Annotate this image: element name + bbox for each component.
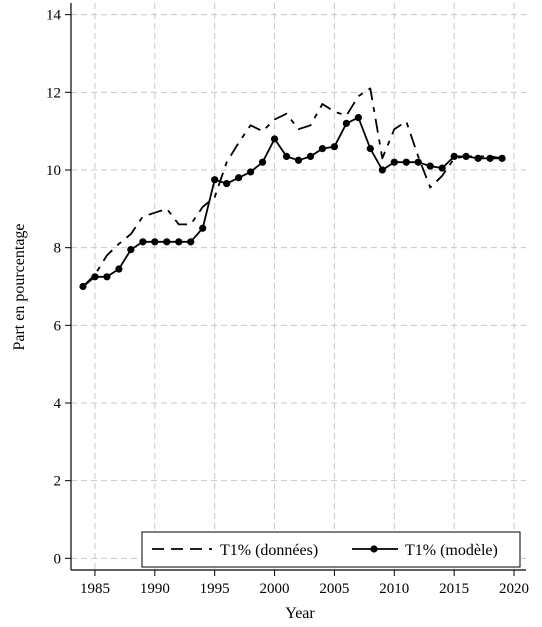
x-tick-label: 1985 bbox=[80, 581, 110, 597]
data-point-modele bbox=[498, 154, 506, 162]
series-line-donnees bbox=[82, 87, 503, 288]
x-tick-label: 2000 bbox=[260, 581, 290, 597]
data-point-modele bbox=[151, 238, 159, 246]
legend-marker-modele bbox=[370, 545, 378, 553]
data-point-modele bbox=[474, 154, 482, 162]
data-point-modele bbox=[223, 179, 231, 188]
data-point-modele bbox=[175, 238, 183, 246]
legend: T1% (données) T1% (modèle) bbox=[141, 531, 521, 568]
data-point-modele bbox=[139, 238, 147, 246]
legend-label-donnees: T1% (données) bbox=[220, 542, 318, 559]
data-point-modele bbox=[426, 162, 434, 170]
data-point-modele bbox=[115, 265, 123, 273]
data-point-modele bbox=[211, 176, 219, 184]
data-point-modele bbox=[402, 158, 410, 166]
data-point-modele bbox=[450, 152, 458, 161]
axes: 1985 1990 1995 2000 2005 2010 2015 2020 0 2 4 6 8 10 1… bbox=[46, 3, 529, 597]
y-tick-label: 4 bbox=[54, 396, 62, 412]
data-point-modele bbox=[306, 152, 315, 161]
data-point-modele bbox=[91, 273, 99, 281]
x-tick-label: 2010 bbox=[379, 581, 409, 597]
data-point-modele bbox=[163, 238, 171, 246]
data-point-modele bbox=[199, 224, 207, 232]
data-point-modele bbox=[438, 164, 446, 172]
x-tick-label: 1990 bbox=[140, 581, 170, 597]
legend-label-modele: T1% (modèle) bbox=[405, 542, 498, 559]
data-point-modele bbox=[378, 166, 386, 174]
y-tick-label: 10 bbox=[46, 163, 61, 179]
data-point-modele bbox=[270, 135, 279, 143]
legend-box bbox=[141, 531, 521, 568]
y-tick-label: 12 bbox=[46, 85, 61, 101]
data-point-modele bbox=[247, 168, 255, 176]
y-tick-label: 14 bbox=[46, 8, 62, 24]
data-point-modele bbox=[127, 246, 135, 254]
data-point-modele bbox=[486, 154, 494, 162]
y-tick-label: 8 bbox=[54, 241, 62, 257]
series-layer bbox=[79, 87, 506, 291]
data-point-modele bbox=[318, 145, 327, 153]
data-point-modele bbox=[79, 282, 87, 291]
data-point-modele bbox=[342, 119, 350, 127]
data-point-modele bbox=[390, 158, 398, 166]
data-point-modele bbox=[414, 158, 422, 166]
data-point-modele bbox=[462, 152, 470, 161]
data-point-modele bbox=[294, 156, 303, 164]
x-axis-title: Year bbox=[285, 605, 315, 622]
x-tick-label: 2020 bbox=[499, 581, 529, 597]
data-point-modele bbox=[103, 273, 111, 281]
x-tick-label: 1995 bbox=[200, 581, 230, 597]
data-point-modele bbox=[258, 158, 267, 166]
x-tick-label: 2005 bbox=[319, 581, 349, 597]
data-point-modele bbox=[330, 143, 339, 151]
y-tick-label: 0 bbox=[54, 551, 62, 567]
data-point-modele bbox=[354, 113, 362, 122]
data-point-modele bbox=[235, 174, 243, 182]
y-tick-label: 2 bbox=[54, 474, 62, 490]
data-point-modele bbox=[366, 145, 374, 153]
y-tick-label: 6 bbox=[54, 318, 62, 334]
x-tick-label: 2015 bbox=[439, 581, 469, 597]
y-axis-title: Part en pourcentage bbox=[11, 223, 28, 350]
data-point-modele bbox=[282, 152, 291, 161]
data-point-modele bbox=[187, 238, 195, 246]
